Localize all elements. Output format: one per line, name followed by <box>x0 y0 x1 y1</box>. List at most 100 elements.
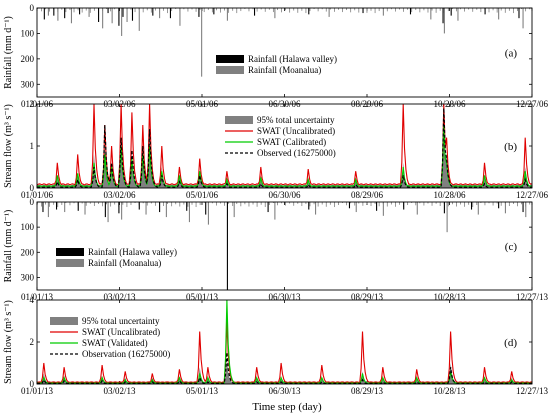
rain-bar-minor <box>264 8 266 12</box>
rain-bar-minor <box>378 202 380 207</box>
x-tick-label: 05/01/13 <box>186 386 219 396</box>
rain-bar-minor <box>415 202 417 206</box>
rain-bar-minor <box>224 202 225 206</box>
rain-bar <box>213 8 215 15</box>
x-tick-label: 08/29/13 <box>351 386 384 396</box>
rain-bar-minor <box>439 8 441 11</box>
rain-bar-minor <box>464 8 465 12</box>
rain-bar <box>498 8 500 20</box>
rain-bar-minor <box>488 202 490 204</box>
rain-bar-minor <box>134 202 136 204</box>
rain-bar-minor <box>150 202 152 204</box>
rain-bar-minor <box>338 8 339 10</box>
rain-bar <box>484 8 486 15</box>
legend-label: Observed (16275000) <box>257 148 336 158</box>
rain-bar <box>165 202 167 218</box>
rain-bar-minor <box>411 8 413 13</box>
rain-bar-minor <box>187 202 189 207</box>
rain-bar-minor <box>321 202 323 205</box>
rain-bar-minor <box>207 8 209 11</box>
rain-bar <box>518 8 520 19</box>
rain-bar <box>126 8 128 22</box>
legend-label: SWAT (Calibrated) <box>257 137 326 147</box>
rain-bar-minor <box>488 8 490 13</box>
rain-bar-minor <box>496 202 498 204</box>
rain-bar <box>47 202 49 218</box>
rain-bar-minor <box>122 202 124 205</box>
rain-bar-minor <box>525 8 527 12</box>
flow-series <box>37 104 532 188</box>
rain-bar-minor <box>309 202 311 207</box>
legend-swatch <box>225 116 253 124</box>
rain-bar-minor <box>305 202 307 205</box>
x-tick-label: 08/29/13 <box>351 292 384 302</box>
rain-bar-minor <box>447 8 449 12</box>
rain-bar-minor <box>301 202 303 207</box>
rain-bar-minor <box>45 8 46 10</box>
plot-frame <box>36 299 533 385</box>
rain-bar-minor <box>358 8 360 13</box>
x-tick-label: 01/01/13 <box>21 292 54 302</box>
rain-bar-minor <box>175 8 177 10</box>
rain-bar-minor <box>435 202 437 204</box>
rain-bar-minor <box>342 8 343 13</box>
rain-bar-minor <box>272 8 274 13</box>
x-tick-label: 12/27/06 <box>516 190 549 200</box>
observed-line <box>37 108 532 188</box>
rain-bar <box>207 202 209 225</box>
rain-bar <box>504 202 506 214</box>
rain-bar-minor <box>374 202 376 205</box>
rain-bar <box>315 202 317 215</box>
rain-bar-minor <box>248 202 250 207</box>
rain-bar-minor <box>45 202 46 205</box>
rain-bar-minor <box>492 202 494 206</box>
rain-bar-minor <box>244 202 246 205</box>
panel-label: (a) <box>505 48 518 60</box>
rain-bar-minor <box>346 8 348 11</box>
rain-bar-minor <box>93 202 95 207</box>
rain-bar-minor <box>334 8 335 12</box>
rain-bar <box>355 202 357 213</box>
rain-bar <box>186 202 188 211</box>
rain-bar <box>446 202 448 233</box>
rain-bar <box>98 8 100 22</box>
y-tick-label: 100 <box>21 222 35 232</box>
rain-bar-minor <box>150 8 152 13</box>
rain-bar-minor <box>313 202 315 205</box>
rain-bar-minor <box>195 202 197 208</box>
rain-bar-minor <box>171 202 173 207</box>
rain-bar-minor <box>260 202 262 205</box>
rain-bar-minor <box>427 202 429 204</box>
legend-label: 95% total uncertainty <box>257 115 335 125</box>
legend-label: Observation (16275000) <box>82 349 170 359</box>
rain-bar <box>64 8 66 19</box>
rain-bar <box>409 8 412 15</box>
rain-bar-minor <box>419 202 421 204</box>
legend-label: Rainfall (Moanalua) <box>248 65 321 75</box>
x-tick-label: 01/01/06 <box>21 190 54 200</box>
rain-bar-minor <box>321 8 323 10</box>
rain-bar-minor <box>460 8 461 10</box>
legend-label: 95% total uncertainty <box>82 316 160 326</box>
rain-bar <box>179 8 181 26</box>
x-tick-label: 12/27/13 <box>516 386 549 396</box>
panel-2 <box>36 201 533 290</box>
rain-bar-minor <box>504 8 506 13</box>
rain-bar <box>152 8 154 16</box>
rain-bar-minor <box>374 8 376 14</box>
rain-bar <box>145 202 147 215</box>
x-tick-label: 01/01/13 <box>21 386 54 396</box>
rain-bar-minor <box>163 8 164 11</box>
rain-bar <box>201 8 203 77</box>
rain-bar <box>443 202 445 214</box>
rain-bar-minor <box>427 8 429 13</box>
x-tick-label: 05/01/13 <box>186 292 219 302</box>
rain-bar-minor <box>256 202 258 207</box>
rain-bar-minor <box>395 202 396 207</box>
rain-bar-minor <box>309 8 311 12</box>
rain-bar <box>42 202 44 213</box>
rain-bar-minor <box>199 202 201 206</box>
rain-bar-minor <box>146 202 148 206</box>
rain-bar-minor <box>268 202 270 206</box>
rain-bar-minor <box>89 202 91 204</box>
